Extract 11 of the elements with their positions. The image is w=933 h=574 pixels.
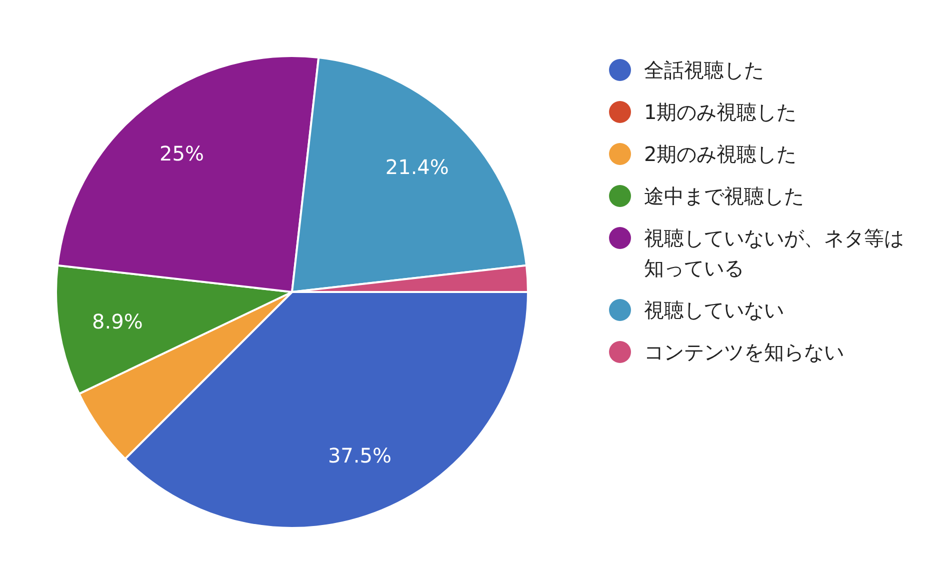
legend-label: 1期のみ視聴した [644,100,797,124]
legend-label: 全話視聴した [644,58,764,82]
data-label: 8.9% [92,309,143,334]
legend-label: コンテンツを知らない [644,340,844,364]
data-label: 21.4% [385,154,449,179]
data-label: 37.5% [328,444,392,468]
legend-label: 視聴していないが、ネタ等は知っている [644,226,904,280]
legend-label: 途中まで視聴した [644,184,804,208]
legend-label: 2期のみ視聴した [644,142,797,166]
data-label: 25% [160,142,204,166]
legend-label: 視聴していない [644,298,784,322]
